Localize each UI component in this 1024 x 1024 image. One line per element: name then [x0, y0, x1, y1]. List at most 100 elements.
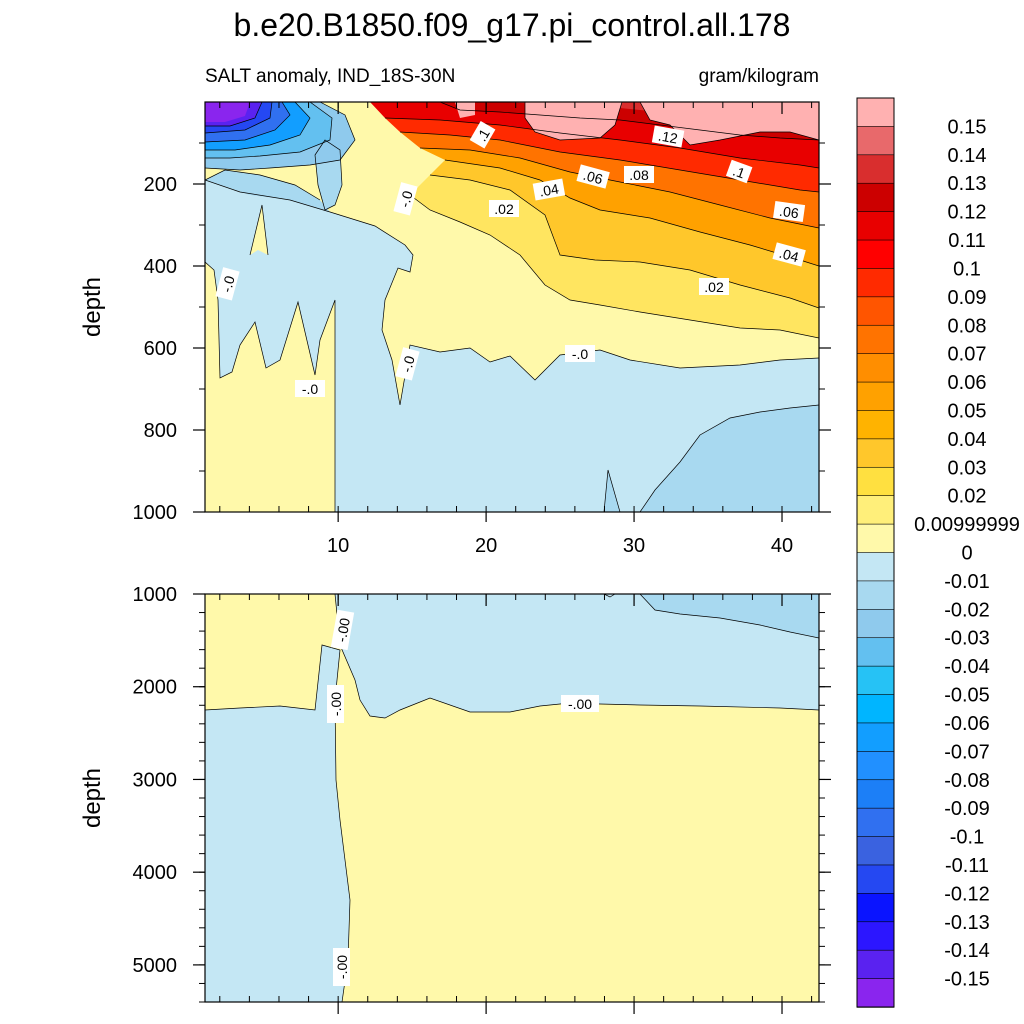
colorbar-label: -0.09: [944, 798, 990, 820]
colorbar-swatch: [856, 268, 895, 298]
colorbar-label: 0.06: [948, 372, 987, 394]
colorbar-label: -0.03: [944, 628, 990, 650]
lower-y-tick-label: 1000: [133, 584, 178, 606]
colorbar-swatch: [856, 836, 895, 866]
region-negative-deep: [640, 405, 819, 512]
contour-label-text: -.00: [333, 617, 353, 644]
colorbar-label: -0.01: [944, 571, 990, 593]
contour-label-bg: [395, 347, 420, 381]
lower-contour-label: -.00: [561, 695, 599, 712]
upper-contour-label: -.0: [395, 347, 420, 381]
colorbar-label: 0.14: [948, 145, 987, 167]
lower-y-tick-label: 2000: [133, 677, 178, 699]
contour-label-bg: [699, 278, 729, 295]
contour-label-bg: [565, 345, 595, 362]
contour-label-bg: [489, 200, 519, 217]
colorbar-label: -0.05: [944, 685, 990, 707]
contour-label-bg: [333, 948, 350, 986]
colorbar-swatch: [856, 154, 895, 184]
colorbar-label: -0.15: [944, 969, 990, 991]
colorbar-swatch: [856, 381, 895, 412]
colorbar-swatch: [856, 694, 895, 724]
chart-subtitle-left: SALT anomaly, IND_18S-30N: [205, 66, 455, 87]
colorbar-label: 0.02: [948, 486, 987, 508]
colorbar-label: -0.06: [944, 713, 990, 735]
contour-label-text: -.0: [218, 274, 238, 294]
colorbar-swatch: [856, 97, 895, 128]
contour-label-text: .02: [494, 201, 514, 217]
chart-title: b.e20.B1850.f09_g17.pi_control.all.178: [234, 7, 791, 43]
colorbar-swatch: [856, 324, 895, 355]
contour-label-text: .02: [704, 279, 724, 295]
contour-label-text: -.0: [396, 189, 416, 209]
contour-label-text: -.00: [568, 696, 592, 712]
upper-contour-label: -.0: [565, 345, 595, 362]
colorbar-swatch: [856, 552, 895, 582]
lower-contour-label: -.00: [327, 685, 344, 723]
upper-contour-label: .06: [773, 200, 806, 223]
region-negative-pocket-1: [205, 170, 330, 212]
colorbar-label: -0.04: [944, 656, 990, 678]
region-lower-zero-negative-west: [205, 645, 350, 1002]
upper-y-tick-label: 400: [144, 256, 177, 278]
colorbar-label: 0.08: [948, 315, 987, 337]
upper-contour-label: .08: [624, 166, 654, 183]
contour-label-text: .06: [582, 167, 605, 188]
contour-label-text: -.0: [302, 381, 319, 397]
colorbar-label: 0.05: [948, 400, 987, 422]
lower-y-tick-label: 4000: [133, 862, 178, 884]
colorbar-label: 0.00999999: [914, 514, 1020, 536]
colorbar-swatch: [856, 438, 895, 468]
region-0.03: [430, 160, 819, 308]
upper-x-tick-label: 20: [475, 535, 497, 557]
lower-y-axis-label: depth: [79, 768, 106, 828]
contour-label-text: .08: [629, 167, 649, 183]
upper-contour-label: .02: [489, 200, 519, 217]
region-lower-negative-ne: [640, 594, 819, 638]
upper-contour-label: .02: [699, 278, 729, 295]
lower-contour-lines: [205, 594, 819, 1002]
upper-contour-labels: .1 .12 -.0 .04 .06 .08 .1 .02 .06 .04 -.0 .02 -.0 -.0…: [215, 120, 806, 397]
lower-contour-fill: [205, 594, 819, 1002]
upper-contour-label: .1: [725, 159, 753, 184]
lower-panel: -.00 -.00 -.00 -.00 1000 2000 3000 4000 5000 de…: [79, 584, 831, 1014]
colorbar-label: -0.14: [944, 940, 990, 962]
contour-label-bg: [532, 178, 566, 201]
colorbar-swatch: [856, 893, 895, 923]
upper-contour-label: -.0: [295, 380, 325, 397]
contour-label-text: -.0: [398, 354, 418, 374]
upper-x-tick-label: 40: [771, 535, 793, 557]
lower-contour-labels: -.00 -.00 -.00 -.00: [327, 609, 599, 986]
colorbar-swatch: [856, 296, 895, 326]
upper-axes: 10 20 30 40 200 400 600 800 1000: [133, 102, 831, 557]
colorbar-label: 0.11: [948, 230, 985, 252]
colorbar-label: 0.13: [948, 173, 987, 195]
contour-label-bg: [624, 166, 654, 183]
lower-y-tick-label: 5000: [133, 955, 178, 977]
colorbar-swatch: [856, 637, 895, 667]
colorbar-swatch: [856, 239, 895, 270]
colorbar-label: 0.09: [948, 287, 987, 309]
upper-y-tick-label: 600: [144, 338, 177, 360]
contour-label-text: .1: [731, 162, 748, 181]
colorbar-swatch: [856, 353, 895, 383]
colorbar-label: 0.03: [948, 457, 987, 479]
contour-label-bg: [215, 267, 240, 301]
contour-label-bg: [327, 685, 344, 723]
colorbar-label: 0.1: [953, 258, 981, 280]
colorbar-label: -0.07: [944, 741, 990, 763]
region-lower-zero-negative-upper: [335, 594, 819, 718]
colorbar-swatch: [856, 211, 895, 241]
colorbar-label: -0.02: [944, 599, 990, 621]
contour-label-bg: [469, 120, 496, 149]
colorbar-swatch: [856, 807, 895, 838]
contour-label-text: .12: [657, 127, 679, 146]
colorbar-swatch: [856, 722, 895, 753]
contour-label-bg: [561, 695, 599, 712]
upper-contour-fill: [205, 102, 819, 512]
colorbar-swatch: [856, 864, 895, 895]
colorbar-label: -0.13: [944, 912, 990, 934]
lower-contour-label: -.00: [333, 948, 350, 986]
contour-label-bg: [773, 200, 806, 223]
